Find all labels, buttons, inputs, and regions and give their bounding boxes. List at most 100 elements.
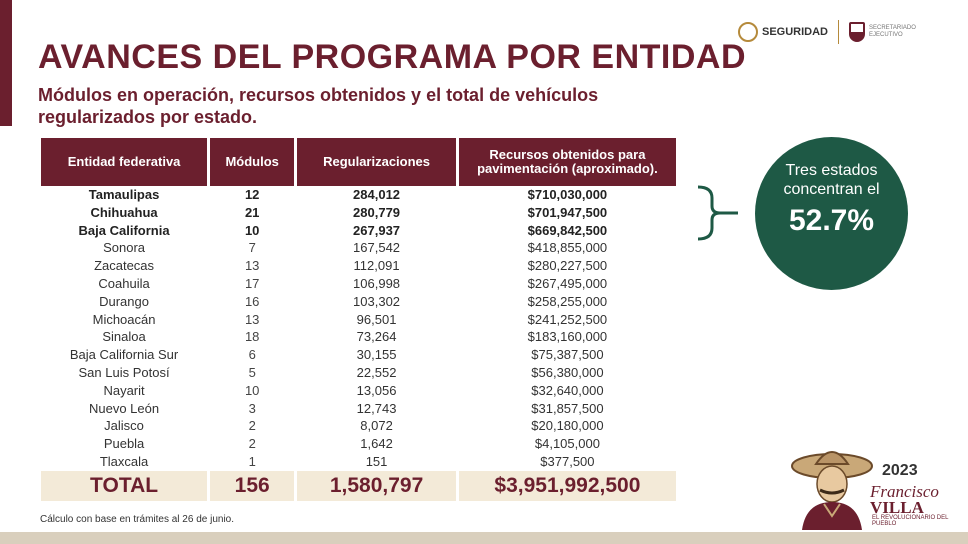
brace-icon	[697, 185, 738, 241]
page-title: AVANCES DEL PROGRAMA POR ENTIDAD	[38, 38, 747, 76]
cell-regularizaciones: 280,779	[353, 204, 401, 220]
anniversary-name: Francisco VILLA	[870, 482, 939, 517]
cell-regularizaciones: 1,642	[360, 436, 393, 452]
cell-recursos: $4,105,000	[534, 436, 600, 452]
table-row: Tamaulipas 12 284,012 $710,030,000	[41, 186, 676, 204]
anniversary-name-line-1: Francisco	[870, 482, 939, 501]
table-row: Nuevo León 3 12,743 $31,857,500	[41, 400, 676, 418]
callout-percent: 52.7%	[788, 204, 875, 237]
anniversary-name-line-2: VILLA	[870, 498, 924, 517]
table-row: San Luis Potosí 5 22,552 $56,380,000	[41, 364, 676, 382]
callout-circle: Tres estados concentran el 52.7%	[755, 137, 908, 290]
table-row: Jalisco 2 8,072 $20,180,000	[41, 417, 676, 435]
secretariado-line-2: EJECUTIVO	[869, 32, 903, 38]
anniversary-year: 2023	[882, 462, 918, 479]
cell-recursos: $701,947,500	[527, 204, 608, 220]
cell-recursos: $56,380,000	[531, 364, 604, 380]
cell-regularizaciones: 22,552	[356, 364, 397, 380]
cell-recursos: $280,227,500	[527, 258, 608, 274]
cell-modulos: 2	[248, 418, 256, 434]
header-modulos: Módulos	[210, 138, 295, 186]
header-regularizaciones: Regularizaciones	[297, 138, 456, 186]
francisco-villa-portrait-icon	[791, 451, 873, 530]
total-label: TOTAL	[41, 470, 208, 501]
cell-recursos: $241,252,500	[527, 311, 608, 327]
cell-modulos: 2	[248, 436, 256, 452]
cell-entidad: Nuevo León	[88, 400, 160, 416]
cell-entidad: Baja California Sur	[69, 347, 179, 363]
logo-divider	[838, 20, 840, 44]
cell-regularizaciones: 103,302	[353, 293, 401, 309]
header-entidad: Entidad federativa	[41, 138, 208, 186]
cell-entidad: San Luis Potosí	[78, 364, 170, 380]
secretariado-logo: SECRETARIADO EJECUTIVO	[849, 22, 916, 42]
shield-icon	[849, 22, 866, 42]
cell-entidad: Zacatecas	[94, 258, 155, 274]
footnote: Cálculo con base en trámites al 26 de ju…	[40, 514, 235, 525]
table-row: Michoacán 13 96,501 $241,252,500	[41, 311, 676, 329]
cell-modulos: 13	[244, 258, 260, 274]
table-row: Coahuila 17 106,998 $267,495,000	[41, 275, 676, 293]
table-header-row: Entidad federativa Módulos Regularizacio…	[41, 138, 676, 186]
cell-modulos: 17	[244, 275, 260, 291]
header-logos: SEGURIDAD SECRETARIADO EJECUTIVO	[738, 20, 916, 44]
seguridad-logo: SEGURIDAD	[738, 22, 828, 42]
cell-entidad: Chihuahua	[90, 204, 158, 220]
cell-regularizaciones: 284,012	[353, 187, 401, 202]
cell-modulos: 7	[248, 240, 256, 256]
cell-recursos: $258,255,000	[527, 293, 608, 309]
cell-regularizaciones: 13,056	[356, 382, 397, 398]
cell-entidad: Jalisco	[104, 418, 144, 434]
total-modulos: 156	[210, 470, 295, 501]
cell-regularizaciones: 8,072	[360, 418, 393, 434]
cell-modulos: 10	[244, 382, 260, 398]
seguridad-logo-text: SEGURIDAD	[762, 25, 829, 38]
states-table: Entidad federativa Módulos Regularizacio…	[38, 138, 679, 501]
cell-regularizaciones: 73,264	[356, 329, 397, 345]
cell-regularizaciones: 267,937	[353, 222, 401, 238]
cell-modulos: 12	[244, 187, 260, 202]
cell-recursos: $267,495,000	[527, 275, 608, 291]
cell-recursos: $710,030,000	[527, 187, 608, 202]
cell-regularizaciones: 12,743	[356, 400, 397, 416]
cell-regularizaciones: 167,542	[353, 240, 401, 256]
cell-entidad: Baja California	[78, 222, 170, 238]
cell-recursos: $183,160,000	[527, 329, 608, 345]
cell-entidad: Sinaloa	[102, 329, 146, 345]
cell-modulos: 6	[248, 347, 256, 363]
coat-of-arms-icon	[738, 22, 758, 42]
anniversary-motto: EL REVOLUCIONARIO DEL PUEBLO	[872, 515, 949, 527]
table-row: Baja California Sur 6 30,155 $75,387,500	[41, 346, 676, 364]
cell-recursos: $32,640,000	[531, 382, 604, 398]
cell-recursos: $75,387,500	[531, 347, 604, 363]
cell-recursos: $669,842,500	[527, 222, 608, 238]
cell-modulos: 13	[244, 311, 260, 327]
table-row: Chihuahua 21 280,779 $701,947,500	[41, 204, 676, 222]
bottom-band	[0, 532, 968, 544]
cell-modulos: 10	[244, 222, 260, 238]
cell-modulos: 16	[244, 293, 260, 309]
total-recursos: $3,951,992,500	[458, 470, 676, 501]
cell-entidad: Tlaxcala	[99, 453, 149, 469]
table-row: Nayarit 10 13,056 $32,640,000	[41, 382, 676, 400]
cell-regularizaciones: 112,091	[353, 258, 400, 274]
cell-modulos: 5	[248, 364, 256, 380]
cell-entidad: Coahuila	[98, 275, 150, 291]
table-row: Sinaloa 18 73,264 $183,160,000	[41, 328, 676, 346]
table-row: Durango 16 103,302 $258,255,000	[41, 293, 676, 311]
cell-entidad: Durango	[99, 293, 149, 309]
left-accent-bar	[0, 0, 12, 126]
cell-recursos: $418,855,000	[527, 240, 608, 256]
cell-modulos: 1	[248, 453, 256, 469]
cell-recursos: $20,180,000	[531, 418, 604, 434]
cell-modulos: 21	[244, 204, 260, 220]
cell-modulos: 18	[244, 329, 260, 345]
cell-entidad: Michoacán	[92, 311, 156, 327]
table-row: Puebla 2 1,642 $4,105,000	[41, 435, 676, 453]
cell-entidad: Sonora	[103, 240, 146, 256]
table-row: Zacatecas 13 112,091 $280,227,500	[41, 257, 676, 275]
header-recursos: Recursos obtenidos para pavimentación (a…	[458, 138, 676, 186]
table-row: Sonora 7 167,542 $418,855,000	[41, 239, 676, 257]
table-row: Tlaxcala 1 151 $377,500	[41, 453, 676, 471]
callout-text: Tres estados concentran el	[783, 162, 880, 198]
